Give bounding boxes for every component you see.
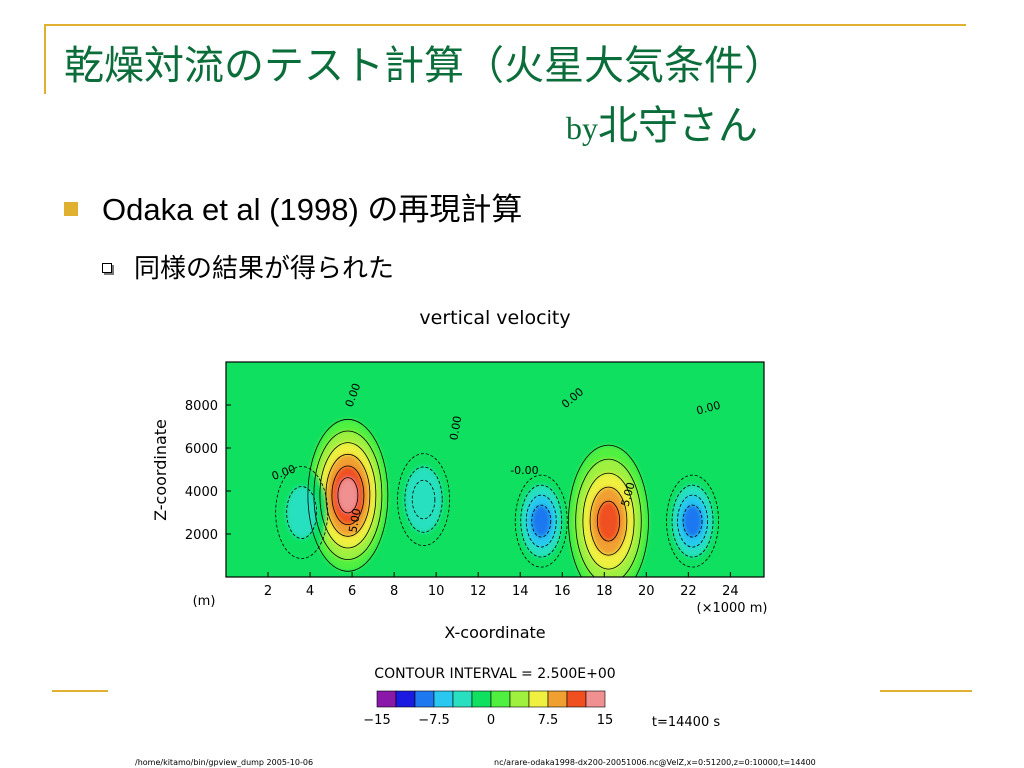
contour-value-label: 5.00 bbox=[346, 507, 363, 533]
colorbar-swatch bbox=[433, 690, 454, 708]
y-tick-label: 8000 bbox=[185, 399, 218, 414]
contour-level-line bbox=[404, 466, 443, 533]
contour-level-line bbox=[319, 442, 377, 549]
y-tick-label: 6000 bbox=[185, 442, 218, 457]
y-tick-label: 2000 bbox=[185, 528, 218, 543]
colorbar-swatch bbox=[585, 690, 606, 708]
colorbar-tick-label: 0 bbox=[487, 713, 495, 728]
colorbar-swatch bbox=[414, 690, 435, 708]
contour-level-fill bbox=[531, 505, 551, 538]
contour-level-fill bbox=[337, 477, 358, 513]
contour-level-line bbox=[589, 486, 628, 556]
plot-frame bbox=[225, 361, 765, 578]
contour-level-line bbox=[331, 465, 365, 526]
x-tick-label: 24 bbox=[722, 584, 739, 599]
x-axis-ticks: 2 4 6 8 10 12 14 16 18 20 22 24 bbox=[264, 572, 739, 599]
y-axis-ticks: 2000 4000 6000 8000 bbox=[185, 399, 231, 543]
colorbar-tick-labels: −15 −7.5 0 7.5 15 bbox=[363, 713, 613, 728]
colorbar-swatch bbox=[528, 690, 549, 708]
slide-title: 乾燥対流のテスト計算（火星大気条件） bbox=[64, 43, 784, 89]
contour-level-line bbox=[671, 484, 714, 558]
contour-value-label: 5.00 bbox=[619, 481, 638, 508]
contour-level-line bbox=[531, 504, 552, 538]
x-tick-label: 10 bbox=[428, 584, 445, 599]
x-axis-label: X-coordinate bbox=[444, 623, 545, 642]
x-tick-label: 6 bbox=[348, 584, 356, 599]
contour-level-fill bbox=[286, 486, 317, 539]
y-axis-label: Z-coordinate bbox=[151, 419, 170, 521]
x-tick-label: 20 bbox=[638, 584, 655, 599]
colorbar-swatch bbox=[452, 690, 473, 708]
colorbar bbox=[376, 690, 606, 708]
colorbar-tick-label: 15 bbox=[597, 713, 614, 728]
contour-value-label: 0.00 bbox=[447, 415, 464, 441]
contour-field bbox=[226, 362, 764, 577]
contour-level-line bbox=[514, 474, 568, 568]
title-frame-top bbox=[44, 24, 966, 26]
contour-level-line bbox=[307, 418, 389, 572]
contour-level-line bbox=[337, 477, 359, 514]
bullet-level2-text: 同様の結果が得られた bbox=[134, 254, 395, 284]
contour-level-line bbox=[682, 504, 703, 538]
colorbar-tick-label: −7.5 bbox=[418, 713, 450, 728]
x-unit-left: (m) bbox=[193, 594, 216, 609]
contour-level-line bbox=[313, 430, 383, 561]
slide-byline: by北守さん bbox=[566, 100, 758, 154]
contour-level-line bbox=[520, 484, 563, 558]
chart-title: vertical velocity bbox=[419, 307, 570, 329]
colorbar-swatch bbox=[547, 690, 568, 708]
title-frame-left bbox=[44, 24, 46, 94]
contour-level-fill bbox=[683, 505, 703, 538]
bullet-level1: Odaka et al (1998) の再現計算 bbox=[64, 190, 522, 230]
time-label: t=14400 s bbox=[652, 715, 720, 730]
colorbar-swatch bbox=[566, 690, 587, 708]
x-tick-label: 2 bbox=[264, 584, 272, 599]
colorbar-tick-label: 7.5 bbox=[538, 713, 559, 728]
contour-level-line bbox=[582, 472, 635, 570]
contour-level-line bbox=[677, 494, 708, 548]
y-tick-label: 4000 bbox=[185, 485, 218, 500]
divider-left bbox=[52, 690, 108, 692]
contour-level-line bbox=[411, 479, 436, 520]
x-tick-label: 18 bbox=[596, 584, 613, 599]
x-unit-right: (×1000 m) bbox=[697, 601, 768, 616]
contour-interval-label: CONTOUR INTERVAL = 2.500E+00 bbox=[374, 666, 615, 682]
x-tick-label: 14 bbox=[512, 584, 529, 599]
contour-level-line bbox=[666, 474, 719, 568]
footer-right: nc/arare-odaka1998-dx200-20051006.nc@Vel… bbox=[494, 758, 816, 767]
hollow-square-bullet-icon bbox=[102, 263, 112, 273]
colorbar-swatch bbox=[395, 690, 416, 708]
bullet-level2: 同様の結果が得られた bbox=[102, 252, 394, 286]
contour-level-fill bbox=[597, 501, 620, 542]
footer-left: /home/kitamo/bin/gpview_dump 2005-10-06 bbox=[135, 758, 313, 767]
contour-value-label: -0.00 bbox=[510, 464, 538, 477]
contour-level-line bbox=[275, 466, 329, 559]
contour-value-label: 0.00 bbox=[695, 399, 722, 418]
byline-by: by bbox=[566, 110, 598, 146]
contour-level-fill bbox=[412, 480, 435, 519]
contour-lines bbox=[275, 418, 719, 577]
x-tick-label: 8 bbox=[390, 584, 398, 599]
colorbar-swatch bbox=[490, 690, 511, 708]
x-tick-label: 16 bbox=[554, 584, 571, 599]
colorbar-swatch bbox=[471, 690, 492, 708]
colorbar-tick-label: −15 bbox=[363, 713, 390, 728]
bullet-level1-text: Odaka et al (1998) の再現計算 bbox=[102, 192, 523, 227]
colorbar-swatch bbox=[509, 690, 530, 708]
contour-level-line bbox=[397, 453, 450, 547]
contour-level-line bbox=[575, 458, 642, 577]
x-tick-label: 22 bbox=[680, 584, 697, 599]
contour-level-line bbox=[286, 486, 318, 539]
x-tick-label: 4 bbox=[306, 584, 314, 599]
x-tick-label: 12 bbox=[470, 584, 487, 599]
contour-level-line bbox=[596, 500, 621, 542]
contour-level-line bbox=[525, 494, 557, 548]
byline-name: 北守さん bbox=[598, 103, 758, 149]
colorbar-swatch bbox=[376, 690, 397, 708]
contour-level-line bbox=[568, 444, 649, 577]
divider-right bbox=[880, 690, 972, 692]
square-bullet-icon bbox=[64, 202, 78, 216]
